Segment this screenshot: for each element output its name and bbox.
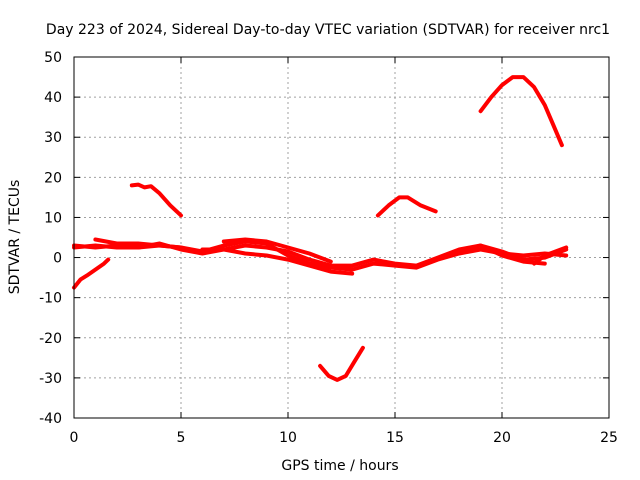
x-tick-label: 10 xyxy=(279,430,297,446)
y-tick-label: -30 xyxy=(39,371,62,387)
series-band-4 xyxy=(200,247,355,276)
x-axis-label: GPS time / hours xyxy=(281,458,398,474)
x-tick-label: 25 xyxy=(600,430,618,446)
series-band-3 xyxy=(93,237,183,250)
y-tick-label: -10 xyxy=(39,291,62,307)
y-tick-label: 30 xyxy=(44,130,62,146)
y-tick-label: 50 xyxy=(44,50,62,66)
y-tick-label: 40 xyxy=(44,90,62,106)
series-band-6 xyxy=(457,243,547,266)
series-pass-e xyxy=(478,75,564,148)
y-tick-label: -40 xyxy=(39,411,62,427)
series-pass-d xyxy=(375,195,438,218)
y-tick-label: -20 xyxy=(39,331,62,347)
series-band-2 xyxy=(72,241,569,268)
plot-area xyxy=(72,75,569,382)
chart-title: Day 223 of 2024, Sidereal Day-to-day VTE… xyxy=(46,22,610,38)
series-pass-a xyxy=(72,257,111,290)
grid-lines xyxy=(74,57,609,418)
x-tick-label: 5 xyxy=(177,430,186,446)
y-axis-label: SDTVAR / TECUs xyxy=(7,180,23,295)
series-band-5 xyxy=(221,237,333,264)
x-tick-label: 20 xyxy=(493,430,511,446)
y-tick-label: 0 xyxy=(53,251,62,267)
x-tick-label: 0 xyxy=(70,430,79,446)
series-pass-b xyxy=(129,182,183,218)
y-tick-label: 20 xyxy=(44,170,62,186)
y-tick-label: 10 xyxy=(44,210,62,226)
plot-frame xyxy=(73,56,610,419)
series-band-7 xyxy=(532,245,569,266)
axis-ticks: 0 5 10 15 20 25 -40 -30 -20 -10 0 10 20 30 40 50 xyxy=(39,50,618,446)
x-tick-label: 15 xyxy=(386,430,404,446)
series-pass-c xyxy=(318,345,365,382)
